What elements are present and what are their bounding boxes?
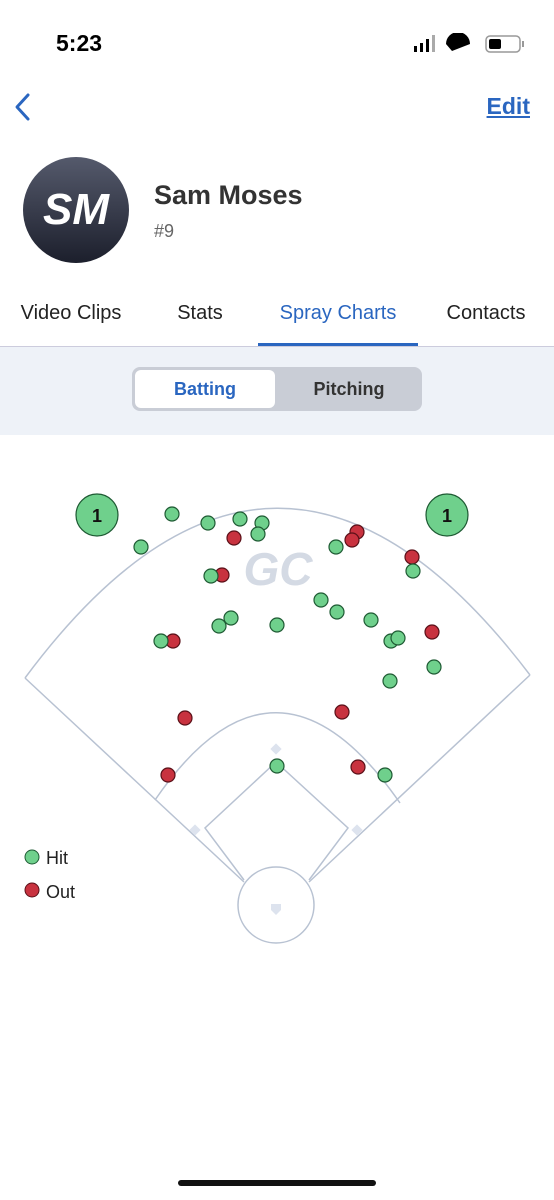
bases <box>189 743 363 915</box>
tab[interactable]: Contacts <box>446 302 526 324</box>
hit-dot <box>313 592 329 608</box>
segment-active[interactable]: Batting <box>135 370 275 408</box>
out-dot <box>165 633 181 649</box>
tab[interactable]: Stats <box>177 302 223 324</box>
hit-dot <box>382 673 398 689</box>
hit-dot <box>269 617 285 633</box>
outfield-arc <box>24 507 531 679</box>
home-indicator <box>178 1180 376 1186</box>
out-dot <box>350 759 366 775</box>
hit-dot <box>232 511 248 527</box>
hit-dot <box>377 767 393 783</box>
diamond <box>203 760 350 881</box>
hit-dot <box>405 563 421 579</box>
out-dot <box>177 710 193 726</box>
segment[interactable]: Pitching <box>313 378 385 399</box>
out-dot <box>344 532 360 548</box>
tab-active[interactable]: Spray Charts <box>258 296 418 346</box>
hit-dot <box>250 526 266 542</box>
logo: GC <box>244 543 314 595</box>
badge <box>75 493 119 537</box>
status-icons <box>414 33 524 53</box>
status-time: 5:23 <box>56 30 103 56</box>
out-dot <box>214 567 230 583</box>
legend-label: Out <box>46 882 75 902</box>
edit-button[interactable]: Edit <box>486 93 530 119</box>
legend-hit-dot <box>24 849 40 865</box>
home-circle <box>237 866 315 944</box>
tab[interactable]: Video Clips <box>20 302 122 324</box>
hit-dot <box>153 633 169 649</box>
avatar: SM <box>23 157 129 263</box>
legend-out-dot <box>24 882 40 898</box>
tab-bar: Video Clips Stats Spray Charts Contacts <box>0 296 554 347</box>
hit-dot <box>426 659 442 675</box>
hit-dot <box>328 539 344 555</box>
segmented-control: Batting Pitching <box>132 367 422 411</box>
out-dot <box>226 530 242 546</box>
out-dot <box>424 624 440 640</box>
hit-dot <box>254 515 270 531</box>
badge-label: 1 <box>442 506 452 526</box>
hit-dot <box>133 539 149 555</box>
hit-dot <box>200 515 216 531</box>
hit-dot <box>390 630 406 646</box>
out-dot <box>404 549 420 565</box>
out-dot <box>160 767 176 783</box>
hit-dot <box>223 610 239 626</box>
player-number: #9 <box>154 221 175 241</box>
infield-arc <box>154 712 401 804</box>
out-dot <box>334 704 350 720</box>
legend-label: Hit <box>46 848 68 868</box>
out-dot <box>349 524 365 540</box>
hit-dot <box>164 506 180 522</box>
hit-dot <box>203 568 219 584</box>
hit-dot <box>269 758 285 774</box>
player-name: Sam Moses <box>154 180 303 210</box>
hit-dot <box>211 618 227 634</box>
badge-label: 1 <box>92 506 102 526</box>
hit-dot <box>383 633 399 649</box>
back-button[interactable] <box>10 90 40 124</box>
hit-dot <box>363 612 379 628</box>
hit-dot <box>329 604 345 620</box>
foul-lines <box>24 674 531 883</box>
badge <box>425 493 469 537</box>
